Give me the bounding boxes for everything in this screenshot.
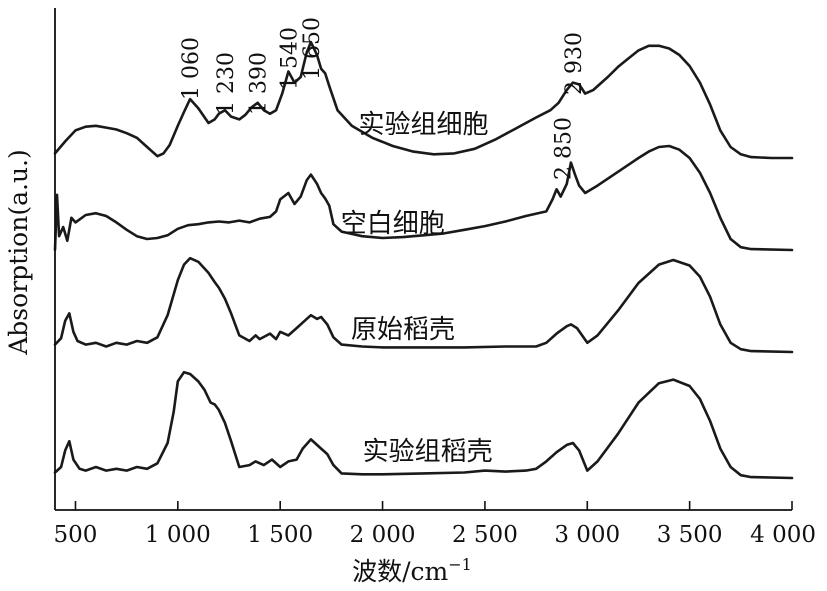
x-axis-label-superscript: −1 xyxy=(448,555,472,574)
peak-label: 1 390 xyxy=(247,52,272,115)
peak-label: 1 230 xyxy=(214,52,239,115)
peak-label: 1 060 xyxy=(179,37,204,100)
series-line xyxy=(53,40,794,160)
series-line xyxy=(53,144,794,252)
x-axis-label: 波数/cm−1 xyxy=(352,555,472,586)
x-tick-label: 3 000 xyxy=(554,522,620,548)
y-axis-label: Absorption(a.u.) xyxy=(4,149,33,356)
series-label: 原始稻壳 xyxy=(351,315,455,345)
peak-label: 2 930 xyxy=(562,32,587,95)
spectra-curves xyxy=(53,40,794,480)
series-line xyxy=(53,370,794,480)
x-tick-label: 4 000 xyxy=(750,522,816,548)
peak-label: 1 650 xyxy=(300,17,325,80)
x-axis-ticks: 500 1 000 1 500 2 000 2 500 3 000 3 500 4 000 xyxy=(54,501,816,548)
x-tick-label: 3 500 xyxy=(657,522,723,548)
series-line xyxy=(53,256,794,354)
x-tick-label: 1 500 xyxy=(247,522,313,548)
x-tick-label: 2 500 xyxy=(452,522,518,548)
peak-label: 2 850 xyxy=(552,117,577,180)
series-label: 实验组细胞 xyxy=(358,110,488,140)
x-tick-label: 2 000 xyxy=(350,522,416,548)
series-label: 实验组稻壳 xyxy=(363,437,493,467)
x-tick-label: 1 000 xyxy=(145,522,211,548)
series-label: 空白细胞 xyxy=(341,209,445,239)
x-axis-label-text: 波数/cm xyxy=(352,557,448,586)
peak-label: 1 540 xyxy=(277,27,302,90)
x-tick-label: 500 xyxy=(54,522,98,548)
